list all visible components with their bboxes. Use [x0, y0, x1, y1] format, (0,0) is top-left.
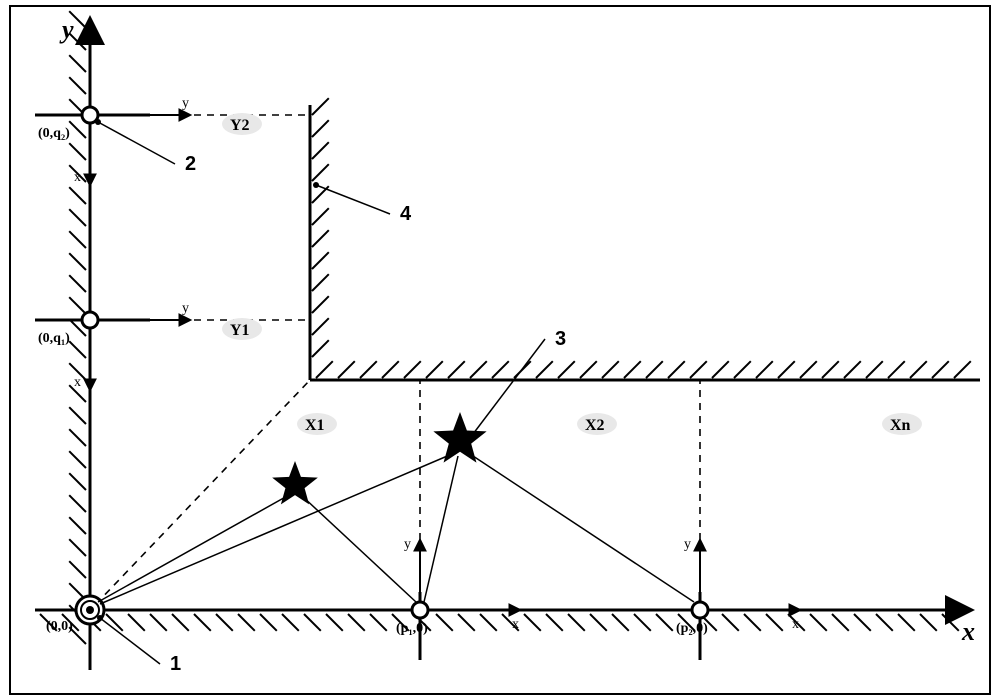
svg-text:(0,q₁): (0,q₁)	[38, 331, 70, 346]
svg-text:y: y	[684, 537, 691, 552]
zone-label: X2	[585, 417, 605, 434]
zone-label: Y1	[230, 322, 250, 339]
svg-text:(p₂,0): (p₂,0)	[676, 621, 708, 636]
y-axis-label: y	[59, 15, 74, 44]
svg-text:y: y	[182, 96, 189, 111]
zone-label: X1	[305, 417, 325, 434]
x-axis-label: x	[961, 617, 975, 646]
diagram-svg: x y x y x y x y x y (0,0) (p₁,0) (p₂,0) (0,q₁) (0,q₂) X…	[0, 0, 1000, 700]
svg-text:y: y	[404, 537, 411, 552]
callout-2: 2	[185, 153, 196, 175]
svg-text:x: x	[74, 170, 81, 185]
svg-text:x: x	[512, 617, 519, 632]
diagram-root: x y x y x y x y x y (0,0) (p₁,0) (p₂,0) (0,q₁) (0,q₂) X…	[0, 0, 1000, 700]
svg-text:x: x	[792, 617, 799, 632]
svg-text:(p₁,0): (p₁,0)	[396, 621, 428, 636]
svg-text:x: x	[74, 375, 81, 390]
zone-label: Xn	[890, 417, 911, 434]
svg-text:y: y	[182, 301, 189, 316]
star-2	[433, 412, 486, 463]
callout-4: 4	[400, 203, 412, 225]
svg-text:(0,q₂): (0,q₂)	[38, 126, 70, 141]
star-1	[272, 461, 318, 504]
origin-label: (0,0)	[46, 619, 73, 634]
zone-label: Y2	[230, 117, 250, 134]
callout-1: 1	[170, 653, 181, 675]
callout-3: 3	[555, 328, 566, 350]
